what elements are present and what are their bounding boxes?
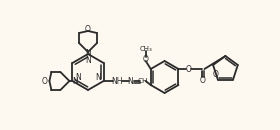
Text: O: O (213, 70, 218, 79)
Text: N: N (85, 49, 91, 58)
Text: N: N (85, 56, 91, 65)
Text: N: N (95, 73, 101, 82)
Text: O: O (85, 24, 91, 34)
Text: O: O (143, 55, 149, 64)
Text: O: O (200, 76, 206, 85)
Text: N: N (76, 73, 81, 82)
Text: O: O (186, 64, 192, 73)
Text: CH₃: CH₃ (139, 46, 152, 52)
Text: NH: NH (111, 76, 122, 86)
Text: N: N (128, 76, 134, 86)
Text: O: O (42, 76, 48, 86)
Text: CH: CH (138, 78, 148, 84)
Text: N: N (72, 76, 78, 86)
